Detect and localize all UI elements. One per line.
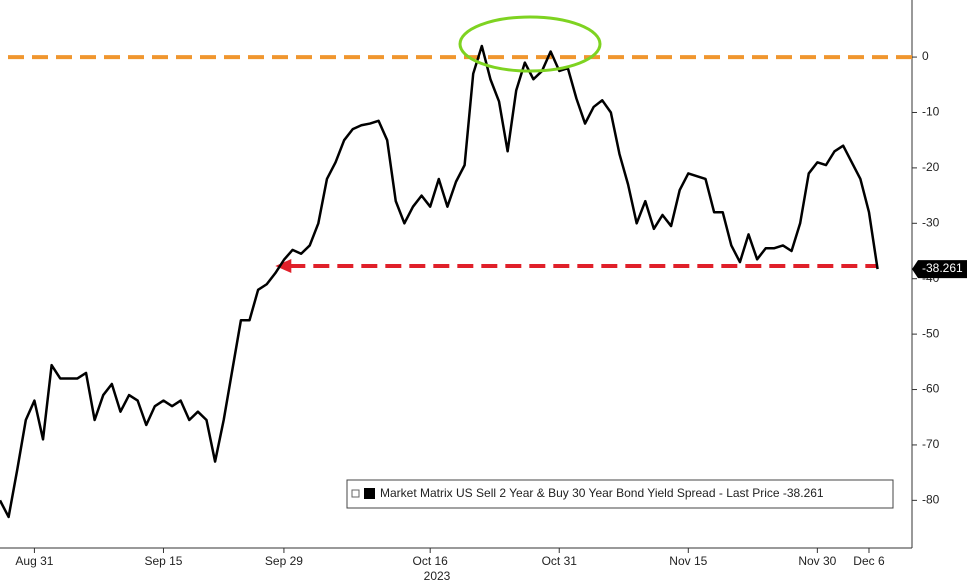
x-tick-label: Nov 15 — [669, 554, 707, 568]
y-tick-label: -20 — [922, 160, 940, 174]
highlight-ellipse — [458, 15, 602, 73]
y-tick-label: 0 — [922, 49, 929, 63]
legend: Market Matrix US Sell 2 Year & Buy 30 Ye… — [346, 479, 894, 509]
y-tick-label: -50 — [922, 326, 940, 340]
x-tick-label: Dec 6 — [853, 554, 885, 568]
x-tick-label: Nov 30 — [798, 554, 836, 568]
x-tick-label: Sep 15 — [144, 554, 182, 568]
line-series — [0, 44, 879, 519]
reference-arrow — [275, 258, 292, 273]
y-tick-label: -30 — [922, 215, 940, 229]
y-tick-label: -60 — [922, 382, 940, 396]
legend-label: Market Matrix US Sell 2 Year & Buy 30 Ye… — [380, 486, 824, 500]
y-tick-label: -70 — [922, 437, 940, 451]
last-price-label: -38.261 — [922, 261, 963, 275]
legend-expand — [351, 489, 360, 498]
x-axis-year: 2023 — [424, 569, 451, 583]
legend-box — [346, 479, 894, 509]
x-tick-label: Oct 31 — [542, 554, 578, 568]
y-tick-label: -10 — [922, 105, 940, 119]
x-tick-label: Oct 16 — [413, 554, 449, 568]
y-tick-label: -80 — [922, 493, 940, 507]
last-price-tag — [912, 260, 967, 279]
x-tick-label: Sep 29 — [265, 554, 303, 568]
legend-swatch — [364, 488, 375, 499]
x-tick-label: Aug 31 — [15, 554, 53, 568]
